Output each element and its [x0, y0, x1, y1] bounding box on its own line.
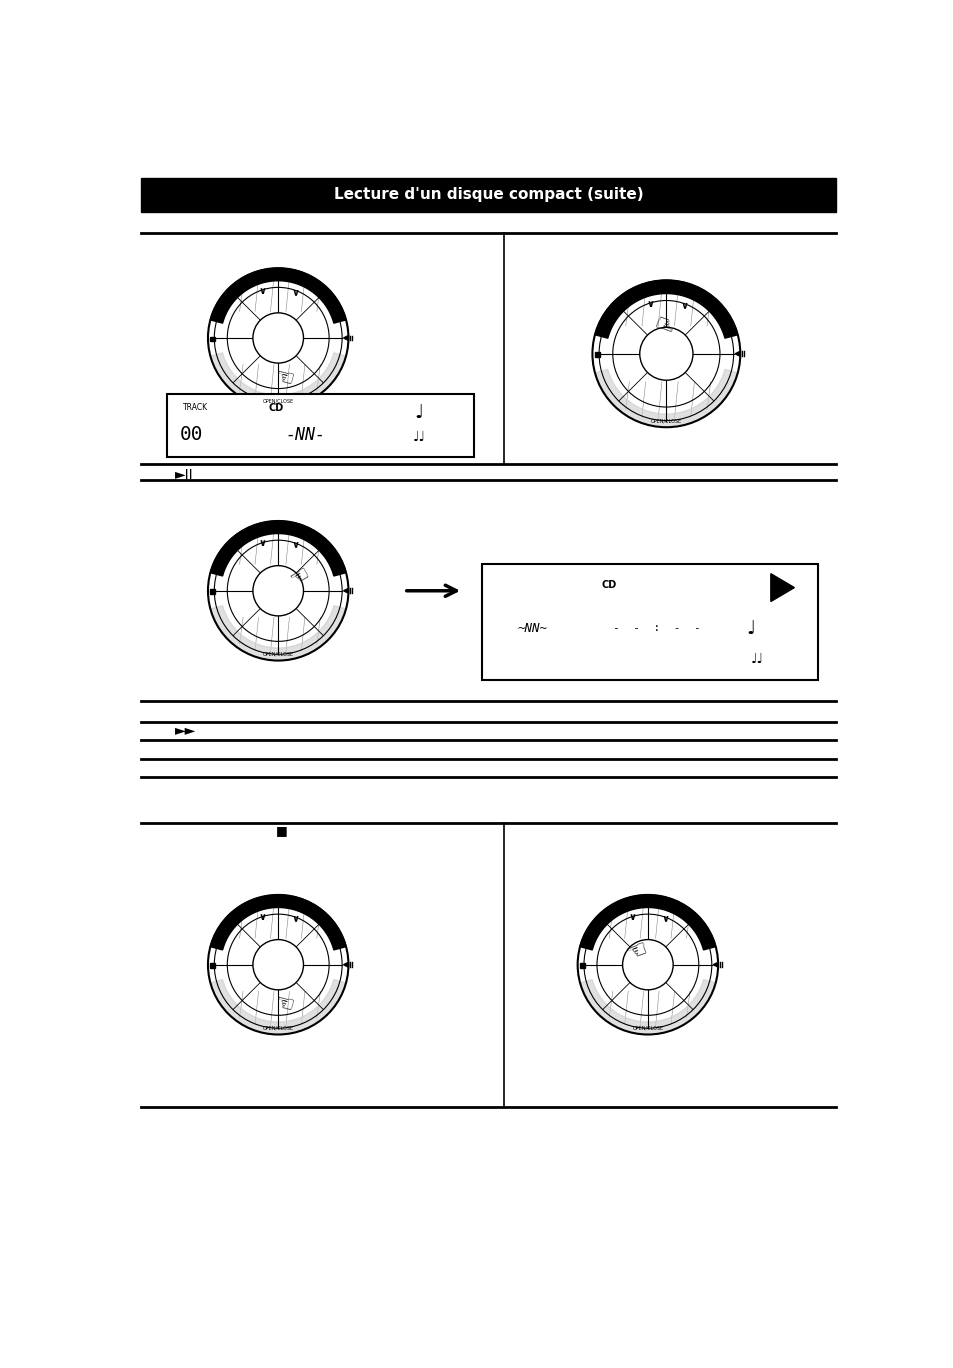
Text: ∧: ∧	[290, 912, 297, 922]
Text: ►►: ►►	[174, 722, 195, 737]
Text: ►II: ►II	[174, 468, 193, 482]
Bar	[579, 963, 584, 969]
Text: ♩♩: ♩♩	[412, 430, 425, 443]
Polygon shape	[735, 352, 740, 356]
Text: OPEN/CLOSE: OPEN/CLOSE	[262, 399, 294, 404]
Text: ☜: ☜	[285, 564, 313, 591]
Polygon shape	[579, 979, 715, 1034]
Bar	[211, 590, 215, 594]
Text: ∧: ∧	[290, 539, 297, 549]
Text: ☜: ☜	[648, 306, 676, 335]
Polygon shape	[579, 895, 715, 949]
Text: -NN-: -NN-	[285, 425, 325, 443]
Bar	[595, 353, 599, 357]
Text: OPEN/CLOSE: OPEN/CLOSE	[262, 651, 294, 657]
Polygon shape	[211, 268, 346, 323]
Polygon shape	[211, 895, 346, 949]
Text: -  -  :  -  -: - - : - -	[612, 624, 700, 633]
Polygon shape	[211, 353, 346, 408]
Text: CD: CD	[269, 402, 283, 413]
Bar	[141, 178, 836, 212]
Text: 00: 00	[180, 425, 203, 445]
Polygon shape	[211, 606, 346, 661]
Polygon shape	[770, 573, 794, 602]
Text: ♩♩: ♩♩	[750, 653, 763, 666]
Text: TRACK: TRACK	[182, 404, 208, 412]
Text: CD: CD	[601, 580, 617, 591]
Bar	[211, 963, 215, 969]
Text: ∨: ∨	[628, 912, 636, 922]
Text: ~NN~: ~NN~	[517, 621, 546, 635]
Text: ∧: ∧	[290, 286, 297, 295]
Text: ∨: ∨	[258, 912, 267, 922]
Text: ♩: ♩	[745, 618, 755, 637]
Polygon shape	[211, 521, 346, 576]
Text: OPEN/CLOSE: OPEN/CLOSE	[650, 419, 681, 423]
Text: OPEN/CLOSE: OPEN/CLOSE	[262, 1026, 294, 1030]
Polygon shape	[211, 979, 346, 1034]
Ellipse shape	[253, 940, 303, 990]
Text: ☜: ☜	[272, 367, 295, 391]
Ellipse shape	[639, 327, 692, 380]
Ellipse shape	[253, 565, 303, 616]
Polygon shape	[343, 588, 348, 594]
Polygon shape	[595, 280, 737, 338]
Text: Lecture d'un disque compact (suite): Lecture d'un disque compact (suite)	[334, 187, 643, 202]
Text: ∧: ∧	[659, 912, 666, 922]
Bar	[481, 565, 817, 680]
Text: ☜: ☜	[272, 993, 295, 1018]
Text: ■: ■	[275, 825, 288, 837]
Polygon shape	[343, 962, 348, 967]
Bar	[211, 337, 215, 342]
Ellipse shape	[622, 940, 673, 990]
Text: ∨: ∨	[258, 539, 267, 549]
Ellipse shape	[253, 313, 303, 363]
Polygon shape	[343, 335, 348, 341]
Bar	[167, 394, 474, 457]
Text: ∨: ∨	[645, 298, 654, 309]
Text: ♩: ♩	[414, 404, 423, 423]
Text: ☜: ☜	[622, 936, 651, 966]
Polygon shape	[595, 369, 737, 427]
Text: ∨: ∨	[258, 286, 267, 295]
Text: OPEN/CLOSE: OPEN/CLOSE	[632, 1026, 662, 1030]
Polygon shape	[713, 962, 718, 967]
Text: ∧: ∧	[678, 298, 686, 309]
